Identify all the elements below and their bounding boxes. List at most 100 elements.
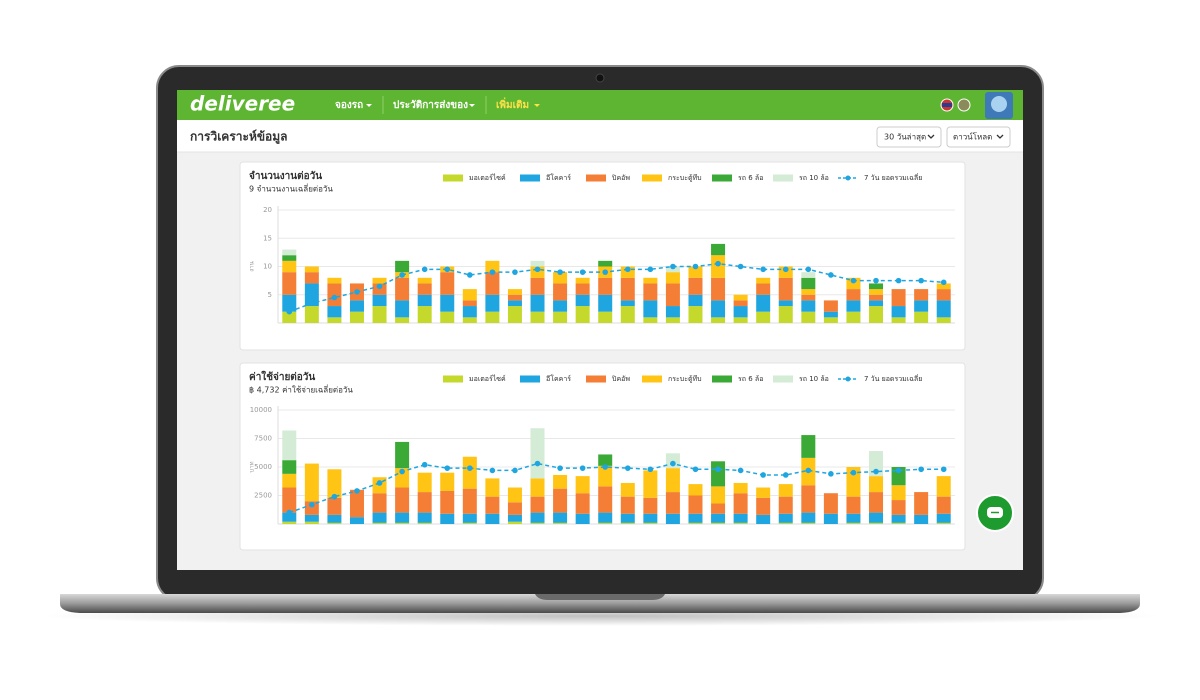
nav-item[interactable]: เพิ่มเติม [496, 97, 529, 111]
legend-label: 7 วัน ยอดรวมเฉลี่ย [864, 374, 922, 383]
legend-label: กระบะตู้ทึบ [668, 374, 702, 383]
bar-segment [575, 277, 590, 284]
bar-segment [733, 482, 748, 494]
nav-item[interactable]: ประวัติการส่งของ [393, 99, 468, 111]
bar-segment [575, 294, 590, 307]
bar-segment [620, 277, 635, 301]
chart-subtitle: 9 จำนวนงานเฉลี่ยต่อวัน [249, 183, 333, 194]
bar-segment [914, 300, 929, 312]
bar-segment [327, 306, 342, 318]
bar-segment [665, 317, 680, 323]
legend-swatch [642, 375, 662, 383]
logo[interactable]: deliveree [190, 92, 295, 116]
bar-segment [507, 294, 522, 301]
bar-segment [665, 513, 680, 524]
bar-segment [395, 441, 410, 469]
bar-segment [372, 306, 387, 323]
bar-segment [575, 476, 590, 494]
bar-segment [620, 306, 635, 323]
average-point [309, 501, 315, 508]
bar-segment [936, 513, 951, 523]
download-dropdown[interactable] [946, 126, 1011, 148]
average-point [828, 471, 834, 477]
bar-segment [485, 311, 500, 323]
average-point [354, 488, 360, 494]
bar-segment [530, 277, 545, 295]
bar-segment [530, 311, 545, 323]
average-point [534, 460, 541, 467]
average-point [805, 467, 812, 474]
bar-segment [643, 300, 658, 318]
bar-segment [801, 435, 816, 458]
range-dropdown[interactable] [876, 126, 942, 148]
bar-segment [282, 260, 297, 273]
average-line [289, 462, 944, 514]
bar-segment [711, 522, 726, 524]
bar-segment [688, 522, 703, 524]
bar-segment [440, 272, 455, 295]
bar-segment [530, 496, 545, 513]
bar-segment [507, 300, 522, 307]
bar-segment [846, 467, 861, 497]
bar-segment [869, 476, 884, 493]
average-point [805, 266, 812, 273]
bar-segment [553, 522, 568, 524]
bar-segment [711, 255, 726, 278]
bar-segment [395, 487, 410, 513]
average-point [895, 467, 902, 474]
bar-segment [327, 277, 342, 284]
legend-label: รถ 6 ล้อ [738, 174, 763, 182]
average-point [444, 465, 451, 471]
bar-segment [417, 277, 432, 284]
bar-segment [598, 277, 613, 295]
bar-segment [936, 300, 951, 318]
bar-segment [304, 514, 319, 522]
bar-segment [688, 294, 703, 307]
caret [927, 134, 935, 139]
bar-segment [620, 522, 635, 524]
bar-segment [643, 513, 658, 523]
bar-segment [575, 283, 590, 295]
bar-segment [914, 289, 929, 301]
bar-segment [756, 497, 771, 515]
nav-item[interactable]: จองรถ [335, 100, 363, 111]
bar-segment [485, 496, 500, 514]
bar-segment [372, 493, 387, 513]
bar-segment [801, 300, 816, 312]
average-point [624, 465, 631, 471]
bar-segment [507, 521, 522, 524]
bar-segment [553, 474, 568, 489]
y-tick-label: 7500 [254, 435, 272, 443]
camera [595, 73, 605, 83]
bar-segment [823, 311, 838, 318]
legend-label: รถ 10 ล้อ [799, 375, 829, 383]
bar-segment [688, 306, 703, 323]
company-icon[interactable] [957, 98, 971, 112]
y-axis-label: งาน [249, 261, 256, 271]
bar-segment [643, 317, 658, 323]
bar-segment [440, 311, 455, 323]
average-point [873, 468, 879, 475]
average-point [399, 468, 405, 475]
bar-segment [372, 283, 387, 295]
bar-segment [869, 522, 884, 524]
bar-segment [417, 522, 432, 524]
bar-segment [756, 514, 771, 524]
bar-segment [711, 513, 726, 523]
page-title: การวิเคราะห์ข้อมูล [190, 130, 288, 145]
bar-segment [665, 468, 680, 493]
bar-segment [914, 311, 929, 323]
bar-segment [282, 294, 297, 312]
bar-segment [778, 484, 793, 497]
bar-segment [620, 496, 635, 514]
legend-label: รถ 6 ล้อ [738, 375, 763, 383]
bar-segment [891, 514, 906, 523]
bar-segment [327, 522, 342, 524]
bar-segment [688, 513, 703, 523]
legend-swatch [642, 174, 662, 182]
bar-segment [665, 306, 680, 318]
bar-segment [914, 514, 929, 524]
flag-stripe [942, 103, 952, 107]
bar-segment [440, 490, 455, 514]
bar-segment [282, 430, 297, 461]
